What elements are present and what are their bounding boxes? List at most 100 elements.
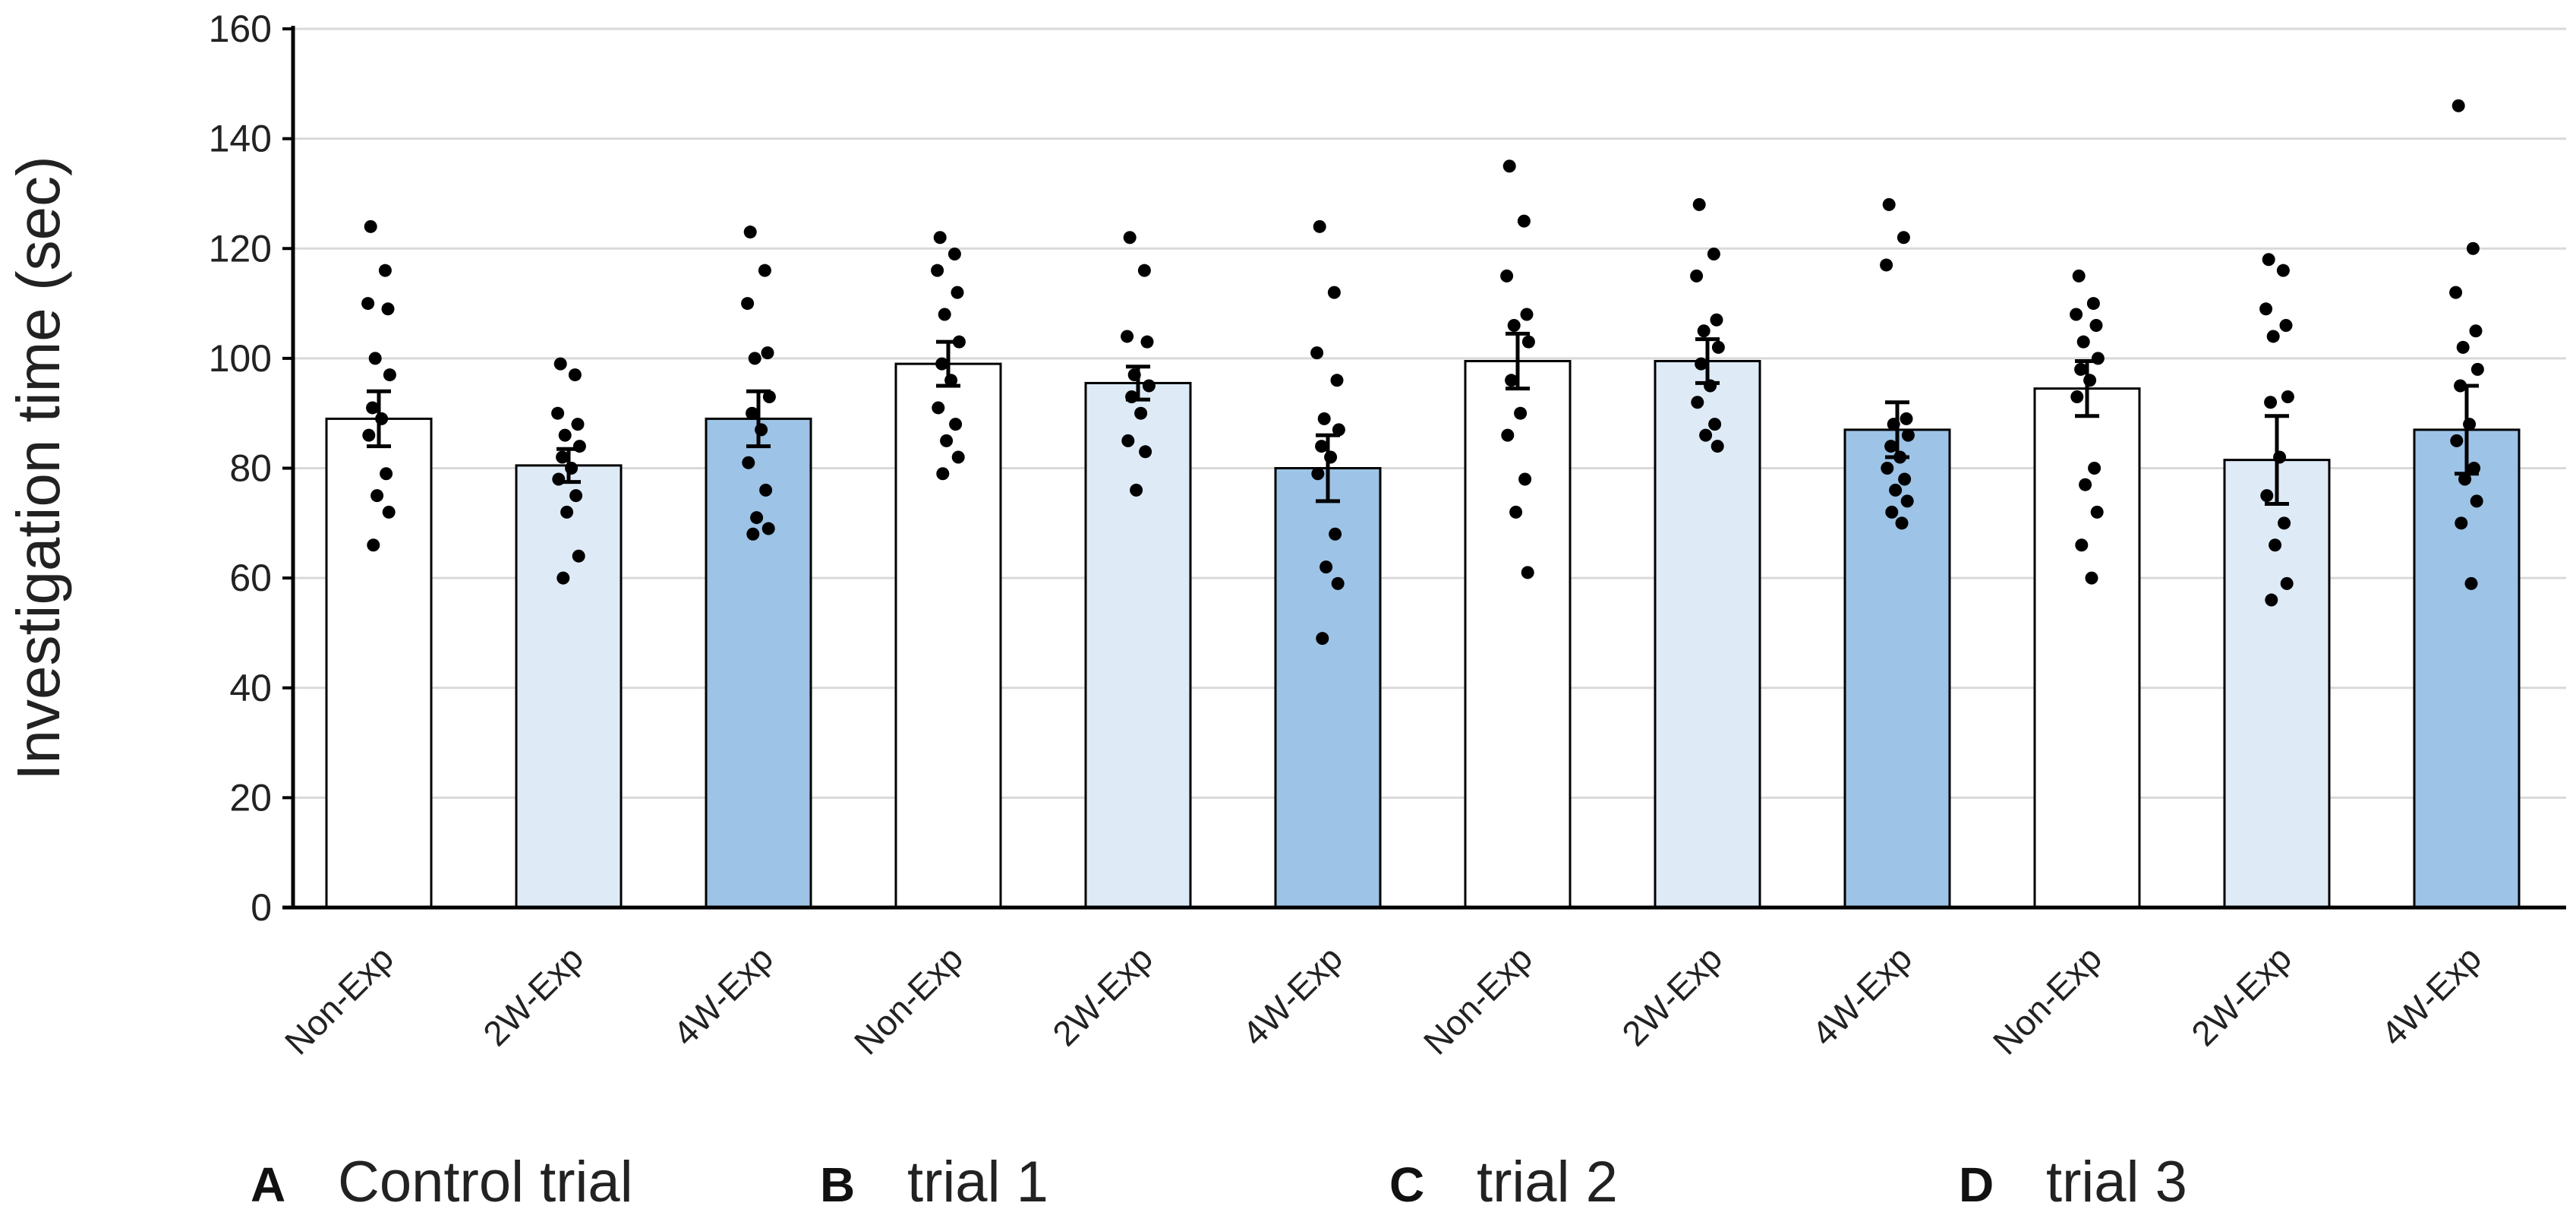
- data-point: [1881, 462, 1894, 475]
- data-point: [380, 467, 393, 481]
- data-point: [1505, 374, 1518, 387]
- data-point: [1699, 428, 1713, 442]
- data-point: [1880, 258, 1893, 272]
- data-point: [932, 401, 945, 415]
- data-point: [2279, 318, 2293, 332]
- bar: [515, 464, 623, 909]
- data-point: [2265, 593, 2278, 607]
- data-point: [2085, 571, 2098, 585]
- data-point: [2449, 286, 2463, 299]
- data-point: [2075, 538, 2089, 552]
- data-point: [2455, 516, 2468, 530]
- data-point: [2464, 576, 2478, 590]
- data-point: [1320, 560, 1333, 574]
- data-point: [2456, 340, 2470, 354]
- data-point: [569, 489, 583, 503]
- data-point: [2280, 576, 2294, 590]
- data-point: [1140, 335, 1154, 349]
- data-point: [1518, 472, 1532, 486]
- category-label: 2W-Exp: [1045, 938, 1160, 1053]
- data-point: [1884, 440, 1898, 453]
- data-point: [1691, 396, 1704, 409]
- bar: [2033, 387, 2141, 909]
- data-point: [1310, 346, 1324, 360]
- data-point: [1130, 483, 1143, 497]
- y-tick-label: 20: [229, 776, 272, 819]
- data-point: [557, 571, 570, 585]
- category-label: Non-Exp: [1985, 938, 2109, 1062]
- grid-layer: [293, 27, 2566, 799]
- data-point: [750, 511, 764, 525]
- data-point: [2264, 396, 2278, 409]
- data-point: [1893, 450, 1907, 464]
- y-tick-label: 100: [209, 337, 272, 380]
- data-point: [1887, 418, 1900, 431]
- group-letter: B: [820, 1157, 855, 1212]
- data-point: [762, 390, 776, 403]
- data-point: [759, 483, 773, 497]
- data-point: [1329, 527, 1342, 541]
- data-point: [755, 423, 768, 437]
- data-point: [2079, 478, 2092, 491]
- data-point: [1332, 423, 1345, 437]
- data-point: [1898, 472, 1912, 486]
- data-point: [1142, 379, 1156, 393]
- label-layer: Non-Exp 2W-Exp 4W-Exp A Control trial Non-Exp…: [251, 938, 2489, 1214]
- data-point: [1711, 440, 1724, 453]
- category-label: Non-Exp: [1416, 938, 1540, 1062]
- data-point: [938, 308, 951, 321]
- data-point: [560, 505, 574, 519]
- group-title: Control trial: [338, 1150, 633, 1214]
- data-point: [1331, 576, 1345, 590]
- data-point: [565, 462, 579, 475]
- data-point: [2259, 302, 2273, 316]
- y-tick-label: 60: [229, 557, 272, 599]
- data-point: [1316, 632, 1329, 646]
- data-point: [936, 467, 950, 481]
- data-point: [947, 247, 961, 260]
- data-point: [2090, 505, 2104, 519]
- data-point: [2454, 379, 2467, 393]
- y-tick-label: 120: [209, 227, 272, 270]
- data-point: [1708, 418, 1722, 431]
- data-point: [1900, 494, 1914, 508]
- data-point: [748, 352, 761, 365]
- data-point: [383, 368, 396, 382]
- data-point: [1697, 324, 1711, 338]
- data-point: [761, 346, 774, 360]
- data-point: [2276, 264, 2290, 277]
- bar: [894, 362, 1002, 909]
- data-point: [571, 418, 585, 431]
- data-point: [1134, 406, 1148, 420]
- data-point: [1121, 434, 1135, 447]
- data-point: [931, 264, 944, 277]
- data-point: [1692, 197, 1706, 211]
- data-point: [2273, 450, 2287, 464]
- data-point: [935, 357, 949, 371]
- data-point: [370, 489, 384, 503]
- data-point: [746, 527, 760, 541]
- data-point: [1517, 214, 1531, 228]
- data-point: [551, 406, 565, 420]
- data-point: [1315, 440, 1329, 453]
- data-point: [742, 456, 755, 469]
- bar: [705, 417, 812, 909]
- data-point: [2458, 472, 2472, 486]
- data-point-layer: [361, 99, 2484, 646]
- data-point: [1889, 483, 1903, 497]
- data-point: [1690, 269, 1704, 283]
- data-point: [1521, 335, 1535, 349]
- data-point: [1521, 566, 1534, 579]
- data-point: [568, 368, 582, 382]
- data-point: [2074, 362, 2088, 376]
- category-label: 2W-Exp: [2183, 938, 2299, 1053]
- data-point: [949, 418, 963, 431]
- data-point: [1710, 313, 1723, 327]
- data-point: [2091, 352, 2105, 365]
- data-point: [2281, 390, 2294, 403]
- data-point: [2278, 516, 2291, 530]
- bar: [1843, 428, 1951, 909]
- data-point: [2076, 335, 2090, 349]
- data-point: [746, 406, 759, 420]
- data-point: [1885, 505, 1899, 519]
